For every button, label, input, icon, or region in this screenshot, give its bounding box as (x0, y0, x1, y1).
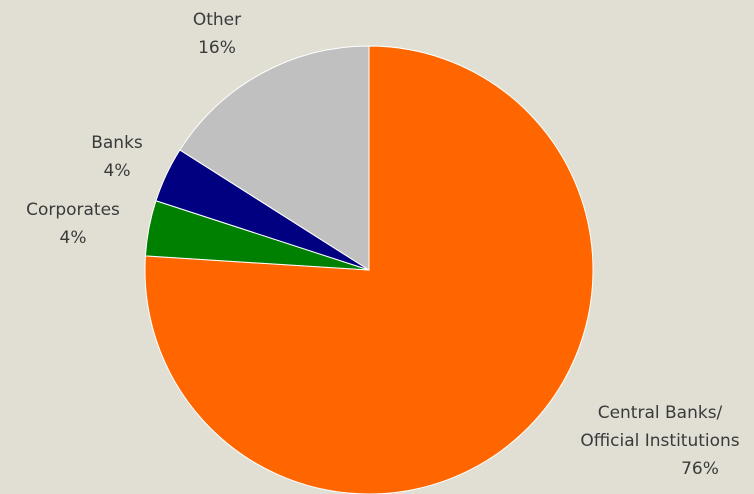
slice-label-line: Other (193, 10, 241, 30)
slice-label-line: Corporates (26, 200, 120, 220)
slice-label-line: Banks (91, 133, 143, 153)
value-label: 76% (681, 459, 719, 479)
value-label: 4% (60, 228, 87, 248)
slice-label: Central Banks/Official Institutions (580, 403, 739, 451)
slice-label-line: Central Banks/ (598, 403, 723, 423)
slice-label: Corporates (26, 200, 120, 220)
slice-label-line: Official Institutions (580, 431, 739, 451)
value-label: 16% (198, 38, 236, 58)
value-label: 4% (104, 161, 131, 181)
slice-label: Banks (91, 133, 143, 153)
pie-slice (179, 45, 370, 271)
pie-slice (144, 45, 594, 494)
slice-label: Other (193, 10, 241, 30)
